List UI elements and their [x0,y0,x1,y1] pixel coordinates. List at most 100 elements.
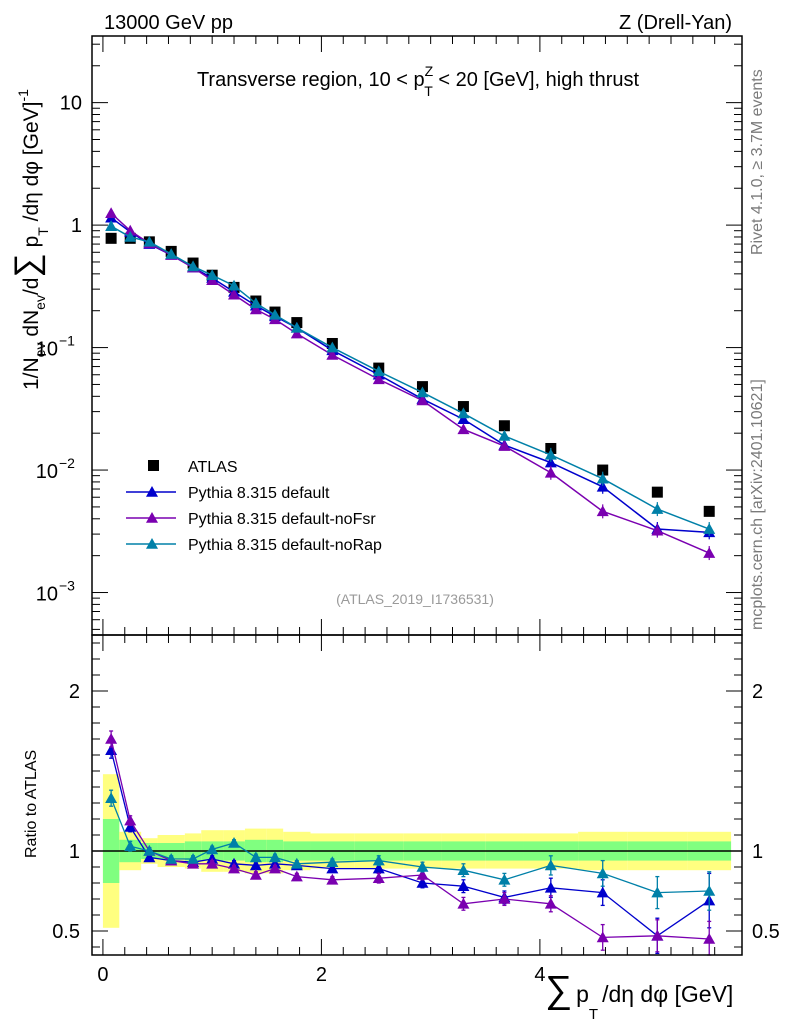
ratio-point-1 [326,873,339,885]
ratio-point-2 [703,885,716,896]
ratio-y-tick-label-right: 2 [752,681,763,703]
atlas-point [651,486,663,498]
ratio-point-1 [703,933,716,944]
series-point-3 [651,503,664,514]
ratio-point-2 [268,851,281,863]
ratio-point-1 [206,857,219,869]
series-point-2 [249,303,262,315]
watermark: (ATLAS_2019_I1736531) [336,591,494,607]
ratio-point-2 [143,845,156,856]
ratio-point-2 [596,867,609,879]
ratio-point-1 [544,897,557,909]
ratio-point-2 [498,873,511,885]
ratio-point-2 [105,792,118,803]
x-tick-label: 0 [97,964,108,986]
ratio-point-2 [544,859,557,871]
atlas-point [498,420,510,432]
ratio-point-1 [416,869,429,880]
ratio-y-tick-label: 2 [69,681,80,703]
main-y-label: 1/Nev dNev/d∑ pT /dη dφ [GeV]-1 [8,89,51,390]
x-tick-label: 4 [534,964,545,986]
atlas-point [597,464,609,476]
ratio-point-2 [290,857,303,869]
legend-label-0: ATLAS [188,459,238,476]
ratio-point-0 [249,859,262,871]
ratio-point-0 [596,886,609,898]
series-point-3 [290,321,303,333]
y-tick-exponent: −2 [59,455,75,471]
series-point-3 [268,308,281,320]
series-point-3 [249,297,262,309]
ratio-point-1 [457,897,470,909]
series-point-3 [228,279,241,291]
series-point-2 [372,373,385,385]
ratio-point-2 [457,864,470,875]
ratio-y-label: Ratio to ATLAS [23,750,40,858]
ratio-point-1 [124,814,137,826]
series-point-1 [596,480,609,492]
ratio-y-tick-label-right: 1 [752,841,763,863]
legend-marker-1 [146,486,158,497]
main-plot-area [105,207,716,561]
ratio-point-2 [206,843,219,855]
series-point-3 [596,472,609,484]
series-point-2 [544,466,557,478]
ratio-point-1 [596,931,609,943]
ratio-y-tick-label-right: 0.5 [752,921,780,943]
series-point-2 [228,288,241,300]
ratio-point-1 [249,869,262,880]
series-point-2 [124,224,137,236]
series-point-2 [498,440,511,451]
atlas-point [703,505,715,517]
ratio-point-0 [416,877,429,888]
series-point-3 [165,248,178,259]
main-panel-background [92,36,742,635]
series-point-2 [326,348,339,360]
y-tick-label: 10 [60,93,82,115]
ratio-point-0 [457,880,470,891]
ratio-point-1 [290,870,303,882]
series-point-2 [596,505,609,517]
ratio-point-2 [651,886,664,898]
series-point-2 [703,547,716,558]
ratio-point-0 [372,862,385,874]
series-point-2 [290,327,303,339]
series-point-3 [206,269,219,280]
series-point-3 [143,235,156,247]
ratio-y-tick-label: 1 [69,841,80,863]
y-tick-label: 1 [71,215,82,237]
ratio-point-1 [651,929,664,941]
y-tick-exponent: −1 [59,333,75,349]
series-point-3 [124,230,137,242]
series-point-3 [372,365,385,377]
ratio-panel: 0.5 0.5 1 1 2 2 0 2 4 [52,634,780,986]
ratio-point-0 [124,821,137,832]
y-tick-exponent: −3 [59,578,75,594]
series-point-3 [498,429,511,441]
series-point-3 [416,386,429,398]
ratio-point-1 [105,733,118,744]
ratio-point-0 [143,851,156,863]
ratio-point-2 [416,861,429,872]
series-point-2 [457,423,470,435]
ratio-point-2 [165,853,178,864]
series-point-1 [544,456,557,468]
ratio-point-0 [544,881,557,893]
series-point-3 [105,220,118,231]
series-point-3 [326,341,339,353]
series-point-1 [457,413,470,425]
ratio-point-2 [187,853,200,864]
series-point-2 [416,394,429,406]
y-tick-label: 10 [36,584,58,606]
ratio-axes: 0.5 0.5 1 1 2 2 0 2 4 [52,635,780,986]
y-tick-label: 10 [36,339,58,361]
legend-label-3: Pythia 8.315 default-noRap [188,537,382,554]
series-point-2 [105,207,118,219]
legend-marker-3 [146,538,158,549]
main-panel: Transverse region, 10 < pZ T < 20 [GeV], … [36,35,743,636]
ratio-point-0 [326,862,339,874]
ratio-y-tick-label: 0.5 [52,921,80,943]
x-tick-label: 2 [316,964,327,986]
ratio-point-1 [372,872,385,883]
